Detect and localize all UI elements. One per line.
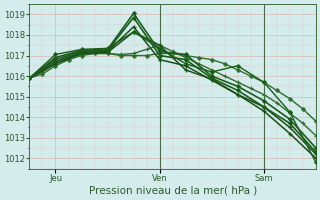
X-axis label: Pression niveau de la mer( hPa ): Pression niveau de la mer( hPa ) <box>89 186 257 196</box>
